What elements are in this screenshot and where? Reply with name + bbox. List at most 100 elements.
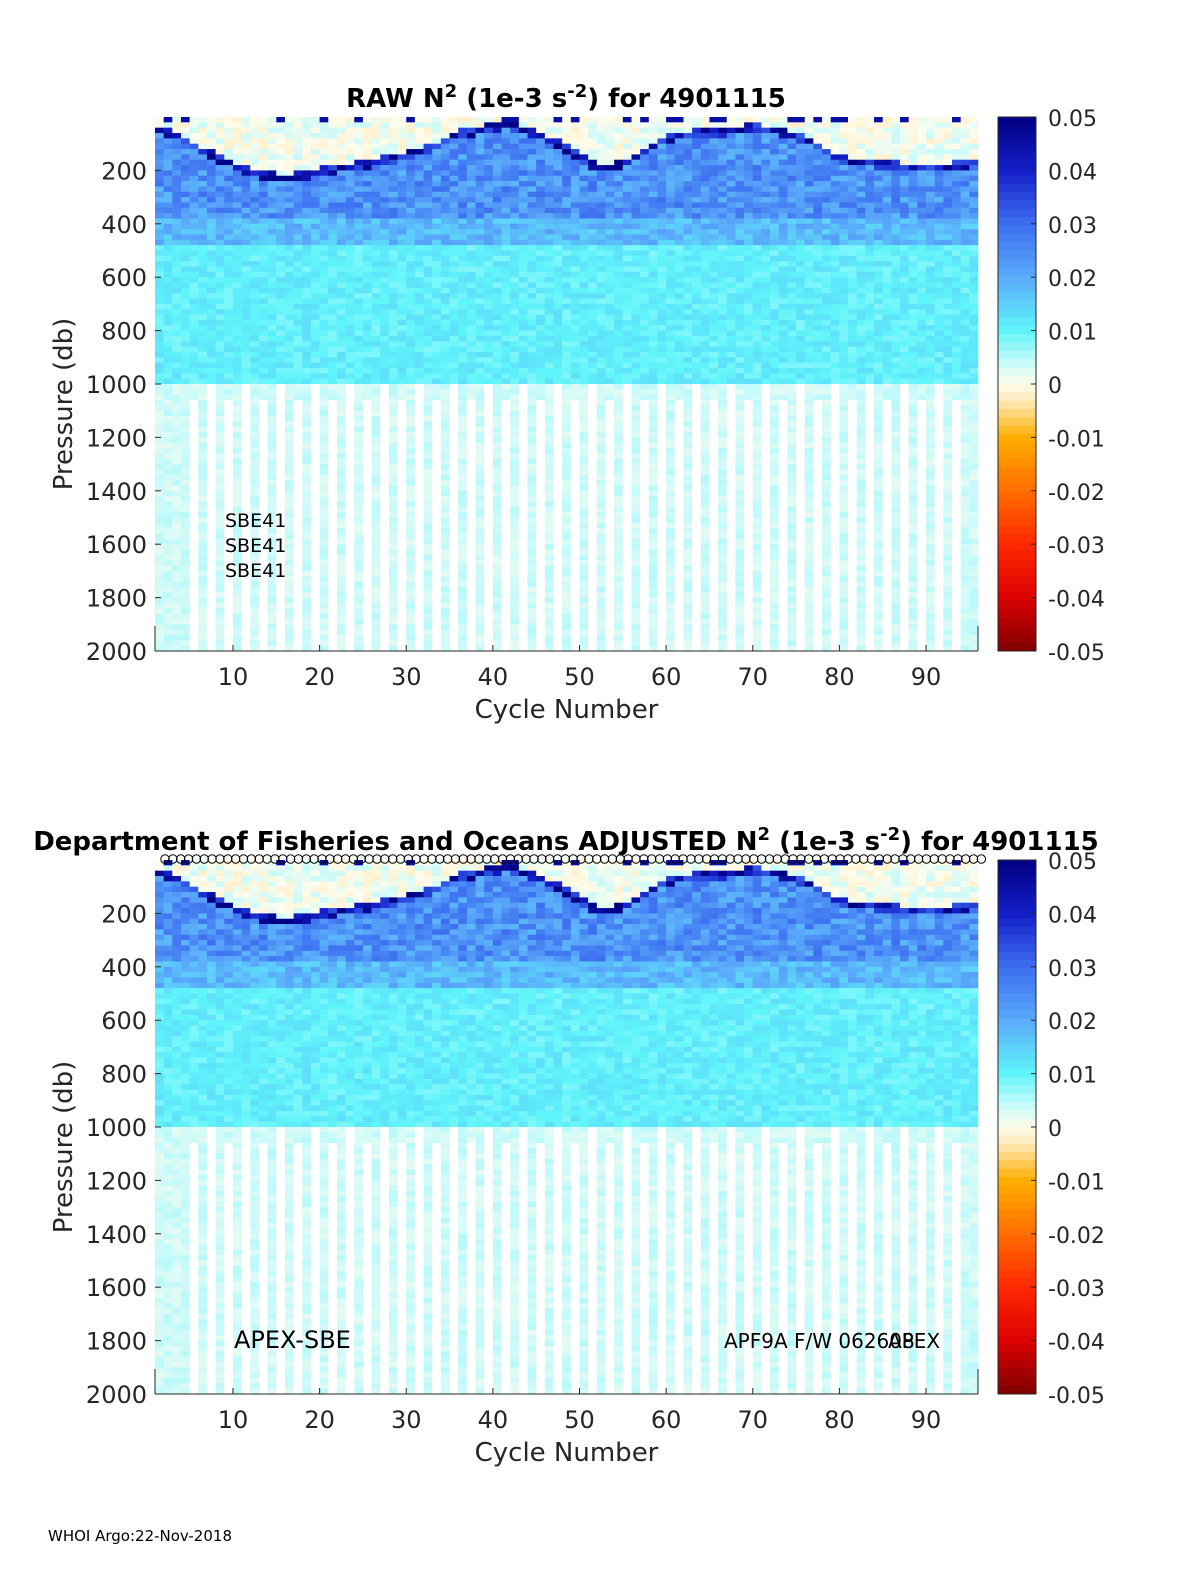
heatmap-cell [475, 485, 485, 492]
heatmap-cell [224, 271, 234, 278]
heatmap-cell [224, 453, 234, 460]
heatmap-cell [206, 309, 216, 315]
heatmap-cell [250, 453, 260, 460]
heatmap-cell [579, 191, 589, 198]
heatmap-cell [345, 389, 355, 395]
heatmap-cell [397, 367, 407, 374]
heatmap-cell [449, 303, 459, 310]
heatmap-cell [510, 410, 520, 417]
heatmap-cell [458, 282, 468, 289]
heatmap-cell [553, 250, 563, 257]
heatmap-cell [345, 586, 355, 593]
heatmap-cell [449, 319, 459, 326]
heatmap-cell [241, 362, 251, 369]
heatmap-cell [544, 319, 554, 326]
heatmap-cell [206, 570, 216, 577]
heatmap-cell [206, 266, 216, 273]
heatmap-cell [241, 464, 251, 470]
heatmap-cell [163, 554, 173, 561]
heatmap-cell [466, 645, 476, 652]
heatmap-cell [362, 159, 372, 166]
heatmap-cell [501, 207, 511, 214]
heatmap-cell [492, 213, 502, 219]
heatmap-cell [423, 250, 433, 257]
heatmap-cell [267, 522, 277, 529]
heatmap-cell [380, 175, 390, 182]
heatmap-cell [224, 250, 234, 257]
heatmap-cell [180, 154, 190, 161]
heatmap-cell [440, 426, 450, 433]
heatmap-cell [328, 629, 338, 636]
heatmap-cell [198, 501, 208, 508]
heatmap-cell [484, 645, 494, 652]
heatmap-cell [189, 325, 199, 331]
heatmap-cell [328, 437, 338, 444]
heatmap-cell [397, 581, 407, 588]
heatmap-cell [414, 512, 424, 518]
heatmap-cell [570, 367, 580, 374]
heatmap-cell [579, 378, 589, 385]
heatmap-cell [198, 528, 208, 534]
heatmap-cell [155, 464, 164, 470]
heatmap-cell [423, 165, 433, 171]
heatmap-cell [224, 282, 234, 289]
heatmap-cell [267, 335, 277, 342]
heatmap-cell [319, 165, 329, 171]
heatmap-cell [310, 207, 320, 214]
heatmap-cell [414, 330, 424, 337]
heatmap-cell [380, 453, 390, 460]
heatmap-cell [250, 480, 260, 486]
heatmap-cell [319, 522, 329, 529]
heatmap-cell [293, 186, 303, 193]
heatmap-cell [388, 122, 398, 128]
heatmap-cell [371, 533, 381, 540]
heatmap-cell [258, 448, 268, 454]
heatmap-cell [362, 298, 372, 305]
heatmap-cell [570, 138, 580, 144]
heatmap-cell [397, 202, 407, 209]
heatmap-cell [189, 207, 199, 214]
heatmap-cell [336, 351, 346, 358]
heatmap-cell [354, 490, 364, 497]
heatmap-cell [267, 373, 277, 379]
heatmap-cell [579, 309, 589, 315]
heatmap-cell [293, 400, 303, 406]
heatmap-cell [570, 608, 580, 614]
heatmap-cell [458, 330, 468, 337]
heatmap-cell [293, 522, 303, 529]
heatmap-cell [458, 378, 468, 385]
heatmap-cell [579, 490, 589, 497]
heatmap-cell [527, 560, 537, 566]
heatmap-cell [206, 576, 216, 582]
heatmap-cell [155, 501, 164, 508]
heatmap-cell [206, 271, 216, 278]
heatmap-cell [198, 432, 208, 438]
heatmap-cell [423, 277, 433, 283]
heatmap-cell [293, 549, 303, 556]
heatmap-cell [518, 640, 528, 646]
heatmap-cell [293, 362, 303, 369]
heatmap-cell [423, 496, 433, 502]
heatmap-cell [224, 266, 234, 273]
heatmap-cell [570, 613, 580, 620]
heatmap-cell [180, 282, 190, 289]
heatmap-cell [432, 357, 442, 363]
heatmap-cell [232, 191, 242, 198]
heatmap-cell [345, 581, 355, 588]
heatmap-cell [371, 351, 381, 358]
heatmap-cell [518, 528, 528, 534]
heatmap-cell [276, 645, 286, 652]
heatmap-cell [155, 405, 164, 411]
heatmap-cell [380, 303, 390, 310]
heatmap-cell [475, 213, 485, 219]
heatmap-cell [527, 640, 537, 646]
heatmap-cell [250, 485, 260, 492]
heatmap-cell [336, 533, 346, 540]
heatmap-cell [466, 191, 476, 198]
heatmap-cell [579, 314, 589, 321]
heatmap-cell [189, 453, 199, 460]
heatmap-cell [484, 362, 494, 369]
heatmap-cell [172, 405, 182, 411]
heatmap-cell [449, 122, 459, 128]
heatmap-cell [284, 634, 294, 641]
